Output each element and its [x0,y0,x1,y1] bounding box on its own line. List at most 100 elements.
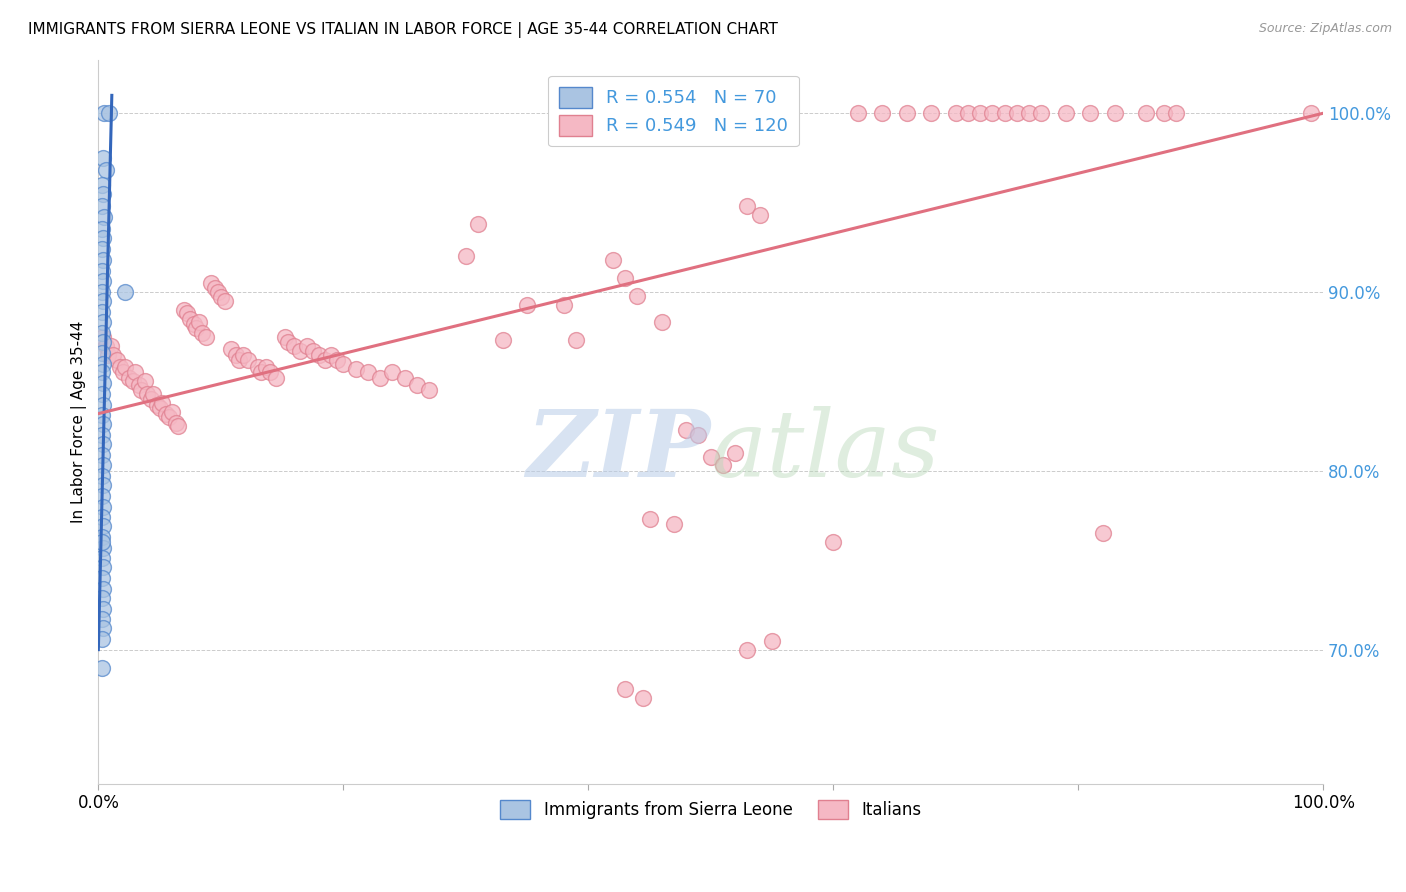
Point [129,384,152,398]
Point [277,335,299,350]
Point [91,541,114,555]
Point [91,242,114,256]
Point [651,315,673,329]
Point [91,366,114,380]
Point [357,366,380,380]
Point [93,210,115,224]
Point [91,346,114,360]
Point [91,601,114,615]
Point [662,517,685,532]
Point [110,360,132,375]
Point [344,362,367,376]
Point [314,353,336,368]
Point [149,401,172,416]
Point [91,274,114,288]
Text: IMMIGRANTS FROM SIERRA LEONE VS ITALIAN IN LABOR FORCE | AGE 35-44 CORRELATION C: IMMIGRANTS FROM SIERRA LEONE VS ITALIAN … [28,22,778,38]
Point [394,371,416,385]
Text: atlas: atlas [711,406,941,496]
Point [602,252,624,267]
Point [191,326,214,340]
Point [101,348,124,362]
Point [418,384,440,398]
Point [290,344,312,359]
Point [91,178,114,192]
Point [1080,106,1102,120]
Point [614,681,637,696]
Point [761,633,783,648]
Point [319,348,342,362]
Point [467,217,489,231]
Point [167,419,190,434]
Point [236,353,259,368]
Point [91,315,114,329]
Point [93,106,115,120]
Point [100,339,122,353]
Point [114,360,136,375]
Point [91,335,114,350]
Point [259,366,281,380]
Point [981,106,1004,120]
Point [1153,106,1175,120]
Point [368,371,391,385]
Point [846,106,869,120]
Point [1299,106,1322,120]
Point [157,410,180,425]
Point [91,409,114,423]
Point [91,222,114,236]
Point [91,285,114,299]
Point [516,297,538,311]
Point [91,612,114,626]
Point [91,376,114,391]
Point [638,512,661,526]
Point [91,357,114,371]
Point [136,387,159,401]
Point [969,106,991,120]
Point [176,306,198,320]
Point [254,360,277,375]
Point [98,106,121,120]
Point [675,423,697,437]
Point [381,366,404,380]
Point [724,446,747,460]
Point [209,290,232,304]
Point [491,334,513,348]
Point [1018,106,1040,120]
Point [91,293,114,308]
Point [91,330,114,344]
Point [250,366,273,380]
Point [920,106,942,120]
Point [614,270,637,285]
Point [91,519,114,533]
Point [700,450,723,464]
Point [91,199,114,213]
Point [91,448,114,462]
Point [565,334,588,348]
Point [91,326,114,340]
Point [748,208,770,222]
Point [155,407,177,421]
Point [823,535,845,549]
Point [128,378,150,392]
Point [183,317,205,331]
Point [207,285,229,299]
Point [264,371,287,385]
Point [91,478,114,492]
Point [91,510,114,524]
Point [97,348,120,362]
Point [1005,106,1028,120]
Point [111,366,134,380]
Point [204,281,226,295]
Point [711,458,734,473]
Point [91,458,114,473]
Point [246,360,269,375]
Point [326,353,349,368]
Point [91,571,114,585]
Point [139,392,162,407]
Point [91,186,114,201]
Point [283,339,305,353]
Point [956,106,979,120]
Point [232,348,254,362]
Point [187,315,209,329]
Point [91,417,114,432]
Point [91,437,114,451]
